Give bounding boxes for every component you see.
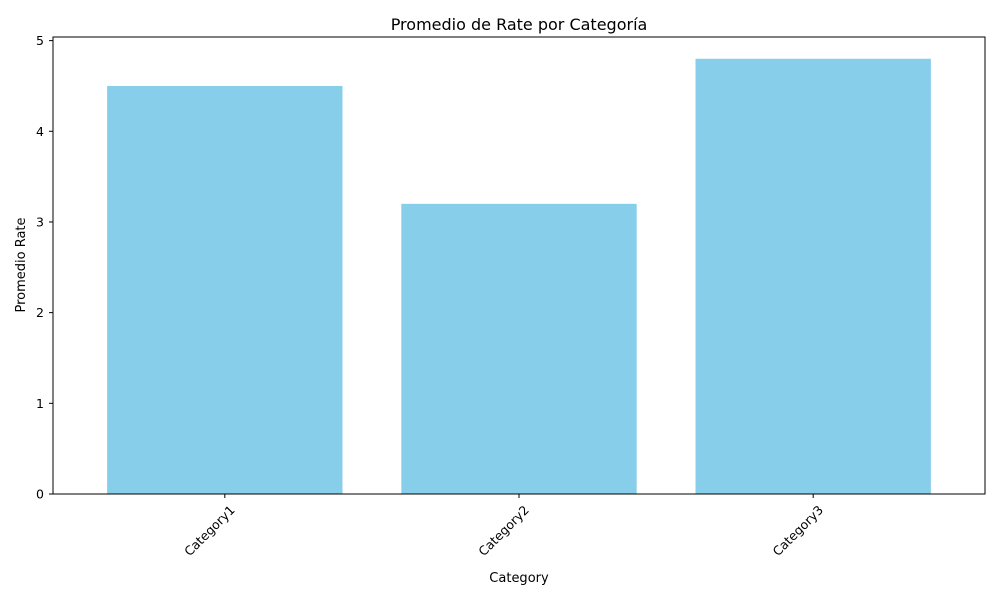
- y-tick-label: 5: [36, 33, 44, 48]
- plot-area-frame: [52, 36, 986, 495]
- bar-category2: [401, 203, 637, 495]
- bar-category1: [107, 85, 343, 494]
- y-tick-label: 0: [36, 487, 44, 502]
- y-axis-label: Promedio Rate: [14, 217, 29, 312]
- chart-title: Promedio de Rate por Categoría: [391, 15, 648, 34]
- x-axis-label: Category: [489, 571, 549, 586]
- bars-layer: [107, 58, 931, 495]
- y-tick-label: 4: [36, 124, 44, 139]
- y-tick-label: 2: [36, 305, 44, 320]
- bar-category3: [695, 58, 931, 495]
- y-tick-label: 3: [36, 214, 44, 229]
- y-axis-ticks: 0 1 2 3 4 5: [36, 33, 53, 502]
- y-tick-label: 1: [36, 396, 44, 411]
